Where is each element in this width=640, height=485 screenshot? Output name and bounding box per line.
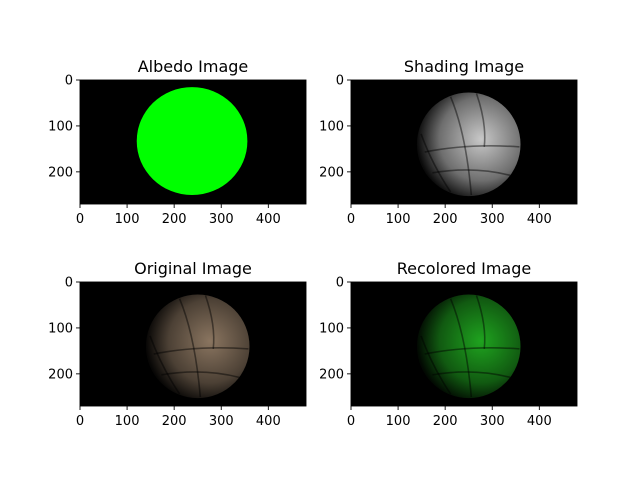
x-tick-label: 0 bbox=[347, 414, 355, 429]
y-tick-label: 100 bbox=[48, 321, 73, 336]
panel-recolored-image: Recolored Image 0 100 200 300 400 0 100 200 bbox=[319, 259, 578, 429]
axes-frame bbox=[79, 79, 307, 205]
volleyball-seam bbox=[432, 169, 511, 177]
volleyball-seam bbox=[178, 298, 202, 398]
x-tick-label: 100 bbox=[386, 414, 411, 429]
x-tick-label: 300 bbox=[209, 212, 234, 227]
volleyball-seam bbox=[424, 145, 520, 153]
x-tick-label: 200 bbox=[162, 414, 187, 429]
x-tick-label: 200 bbox=[433, 414, 458, 429]
volleyball-seam bbox=[449, 298, 473, 398]
y-tick-label: 200 bbox=[48, 165, 73, 180]
y-tick-label: 0 bbox=[65, 74, 73, 89]
axes-frame bbox=[79, 281, 307, 407]
volleyball-seam bbox=[204, 295, 215, 349]
y-tick-label: 100 bbox=[319, 321, 344, 336]
y-tick-label: 0 bbox=[336, 276, 344, 291]
y-tick-label: 0 bbox=[65, 276, 73, 291]
x-tick-label: 100 bbox=[115, 212, 140, 227]
axes-frame bbox=[350, 79, 578, 205]
volleyball-seam bbox=[420, 133, 452, 193]
panel-title: Original Image bbox=[134, 259, 252, 278]
x-tick-label: 400 bbox=[256, 212, 281, 227]
x-tick-label: 300 bbox=[209, 414, 234, 429]
y-tick-label: 200 bbox=[319, 165, 344, 180]
y-tick-label: 100 bbox=[319, 119, 344, 134]
panel-title: Recolored Image bbox=[397, 259, 531, 278]
axes-frame bbox=[350, 281, 578, 407]
volleyball-seam bbox=[475, 295, 486, 349]
panel-title: Shading Image bbox=[404, 57, 524, 76]
albedo-sphere bbox=[136, 87, 248, 196]
y-tick-label: 100 bbox=[48, 119, 73, 134]
volleyball-seam bbox=[161, 371, 240, 379]
x-tick-label: 0 bbox=[76, 414, 84, 429]
volleyball-seam bbox=[475, 93, 486, 147]
volleyball-seam bbox=[153, 347, 249, 355]
volleyball-seam bbox=[432, 371, 511, 379]
volleyball-seam bbox=[149, 335, 181, 395]
volleyball-sphere bbox=[416, 294, 521, 399]
volleyball-seam bbox=[449, 96, 473, 196]
volleyball-sphere bbox=[145, 294, 250, 399]
panel-original-image: Original Image 0 100 200 300 400 0 100 200 bbox=[48, 259, 307, 429]
x-tick-label: 200 bbox=[433, 212, 458, 227]
y-tick-label: 0 bbox=[336, 74, 344, 89]
volleyball-seam bbox=[420, 335, 452, 395]
x-tick-label: 100 bbox=[115, 414, 140, 429]
x-tick-label: 300 bbox=[480, 212, 505, 227]
volleyball-sphere bbox=[416, 92, 521, 197]
x-tick-label: 0 bbox=[76, 212, 84, 227]
x-tick-label: 400 bbox=[256, 414, 281, 429]
panel-shading-image: Shading Image 0 100 200 300 400 0 100 200 bbox=[319, 57, 578, 227]
x-tick-label: 400 bbox=[527, 414, 552, 429]
x-tick-label: 100 bbox=[386, 212, 411, 227]
panel-title: Albedo Image bbox=[138, 57, 249, 76]
volleyball-seam bbox=[424, 347, 520, 355]
x-tick-label: 400 bbox=[527, 212, 552, 227]
x-tick-label: 200 bbox=[162, 212, 187, 227]
panel-albedo-image: Albedo Image 0 100 200 300 400 0 100 200 bbox=[48, 57, 307, 227]
x-tick-label: 0 bbox=[347, 212, 355, 227]
x-tick-label: 300 bbox=[480, 414, 505, 429]
y-tick-label: 200 bbox=[48, 367, 73, 382]
y-tick-label: 200 bbox=[319, 367, 344, 382]
